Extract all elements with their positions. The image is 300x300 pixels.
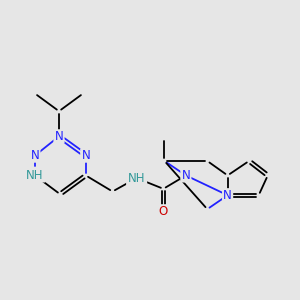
Text: N: N bbox=[30, 149, 40, 162]
Text: N: N bbox=[81, 149, 90, 162]
Text: N: N bbox=[31, 149, 39, 162]
Text: O: O bbox=[158, 205, 168, 218]
Text: N: N bbox=[55, 130, 63, 143]
Text: N: N bbox=[182, 169, 190, 182]
Text: NH: NH bbox=[127, 172, 147, 184]
Text: N: N bbox=[223, 189, 232, 202]
Text: N: N bbox=[181, 169, 191, 182]
Text: N: N bbox=[54, 130, 64, 143]
Text: NH: NH bbox=[128, 172, 146, 184]
Text: N: N bbox=[81, 149, 91, 162]
Text: N: N bbox=[223, 189, 232, 202]
Text: NH: NH bbox=[25, 169, 45, 182]
Text: O: O bbox=[159, 205, 168, 218]
Text: NH: NH bbox=[26, 169, 44, 182]
